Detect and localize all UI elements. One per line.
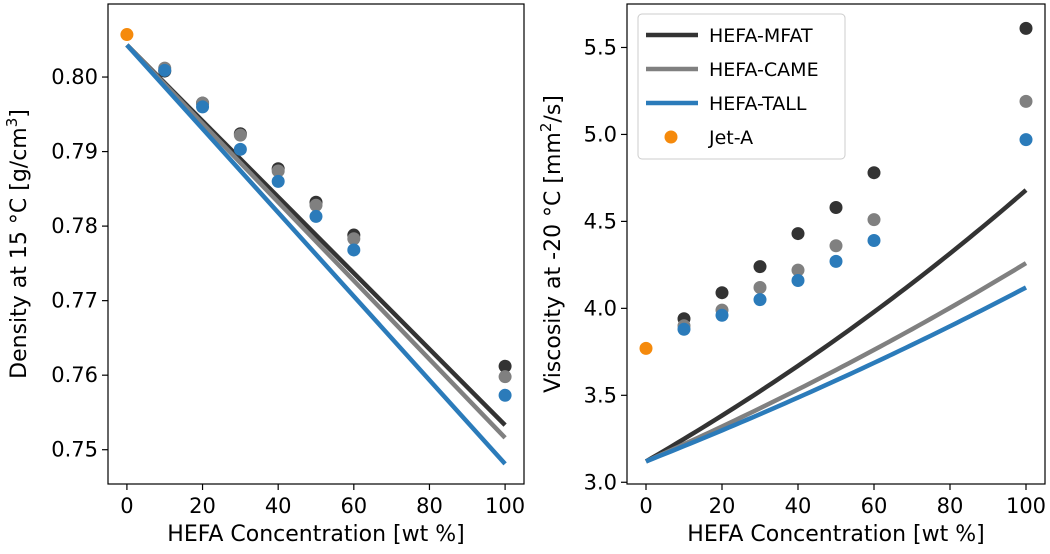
x-tick-label: 20 [189, 494, 216, 518]
data-point-hefa-mfat [753, 260, 767, 274]
x-tick-label: 0 [120, 494, 133, 518]
data-point-hefa-tall [1019, 133, 1033, 147]
chart-panel-2: 0 20 40 60 80 100 3.0 3.5 4.0 4.5 5.0 5.5 HEFA Conce… [537, 3, 1046, 547]
data-point-hefa-came [233, 128, 247, 142]
chart-panel-1: 0 20 40 60 80 100 0.75 0.76 0.77 0.78 0.79 0.80 HEFA… [3, 3, 525, 547]
y-tick-label: 0.77 [51, 289, 98, 313]
series-curve-hefa-mfat [644, 188, 1028, 464]
data-point-jet-a [639, 341, 653, 355]
series-line-hefa-came [125, 43, 507, 440]
data-point-hefa-mfat [715, 286, 729, 300]
x-tick-label: 60 [340, 494, 367, 518]
data-point-hefa-tall [829, 254, 843, 268]
legend-label: Jet-A [708, 127, 753, 149]
y-tick-label: 4.0 [584, 296, 617, 320]
data-point-hefa-came [1019, 94, 1033, 108]
data-point-hefa-mfat [1019, 21, 1033, 35]
legend-label: HEFA-MFAT [709, 25, 813, 47]
y-axis-label: Viscosity at -20 °C [mm2/s] [537, 95, 566, 393]
data-point-hefa-came [753, 280, 767, 294]
data-point-hefa-tall [271, 174, 285, 188]
data-point-hefa-came [309, 198, 323, 212]
data-point-hefa-tall [498, 388, 512, 402]
data-point-hefa-came [498, 370, 512, 384]
y-tick-label: 0.76 [51, 363, 98, 387]
series-curve-hefa-tall [645, 285, 1028, 464]
x-tick-label: 100 [1006, 494, 1046, 518]
data-point-hefa-tall [309, 209, 323, 223]
legend-label: HEFA-CAME [709, 59, 819, 81]
x-tick-label: 20 [709, 494, 736, 518]
y-tick-label: 0.79 [51, 140, 98, 164]
x-tick-label: 0 [639, 494, 652, 518]
x-tick-label: 40 [265, 494, 292, 518]
series-line-hefa-tall [125, 43, 507, 466]
y-tick-label: 5.0 [584, 122, 617, 146]
y-axis-label: Density at 15 °C [g/cm3] [3, 109, 32, 379]
data-point-hefa-tall [196, 100, 210, 114]
axes-frame [107, 3, 525, 485]
y-tick-label: 3.5 [584, 383, 617, 407]
data-point-hefa-mfat [829, 200, 843, 214]
x-tick-label: 40 [785, 494, 812, 518]
legend: HEFA-MFAT HEFA-CAME HEFA-TALL Jet-A [637, 13, 846, 160]
data-point-hefa-tall [677, 322, 691, 336]
x-axis-label: HEFA Concentration [wt %] [167, 522, 464, 547]
data-point-hefa-tall [867, 234, 881, 248]
data-point-hefa-came [347, 232, 361, 246]
data-point-hefa-mfat [498, 359, 512, 373]
data-point-hefa-mfat [791, 227, 805, 241]
x-tick-label: 60 [861, 494, 888, 518]
data-point-hefa-tall [791, 274, 805, 288]
data-point-hefa-came [791, 263, 805, 277]
axes-frame [626, 3, 1046, 485]
series-curve-hefa-came [645, 261, 1028, 464]
data-point-hefa-tall [158, 63, 172, 77]
data-point-hefa-mfat [867, 166, 881, 180]
y-tick-label: 3.0 [584, 470, 617, 494]
data-point-hefa-tall [347, 243, 361, 257]
data-point-hefa-tall [233, 142, 247, 156]
x-tick-label: 100 [485, 494, 525, 518]
x-tick-label: 80 [937, 494, 964, 518]
data-point-hefa-came [271, 164, 285, 178]
legend-box [637, 13, 846, 160]
data-point-hefa-came [867, 213, 881, 227]
legend-label: HEFA-TALL [709, 93, 807, 115]
data-point-hefa-tall [715, 308, 729, 322]
x-axis-label: HEFA Concentration [wt %] [687, 522, 984, 547]
legend-marker-jet-a [664, 130, 678, 144]
y-tick-label: 5.5 [584, 35, 617, 59]
data-point-hefa-tall [753, 293, 767, 307]
x-tick-label: 80 [416, 494, 443, 518]
y-tick-label: 0.78 [51, 214, 98, 238]
data-point-jet-a [120, 28, 134, 42]
y-tick-label: 0.80 [51, 65, 98, 89]
y-tick-label: 4.5 [584, 209, 617, 233]
data-point-hefa-came [829, 239, 843, 253]
y-tick-label: 0.75 [51, 438, 98, 462]
